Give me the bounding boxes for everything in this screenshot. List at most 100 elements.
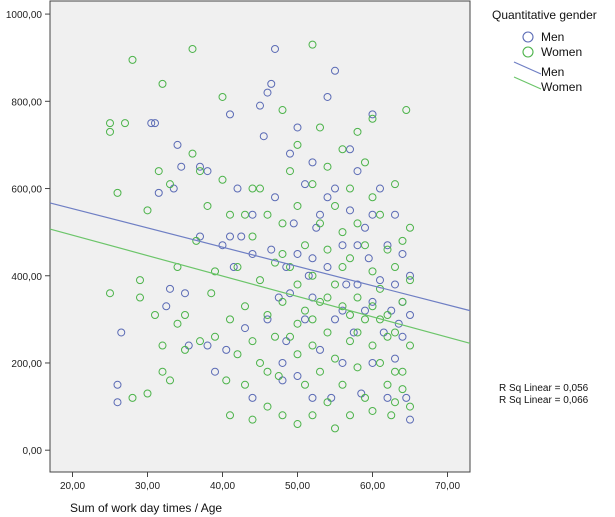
point-women: [241, 210, 249, 219]
point-women: [218, 92, 227, 101]
point-men: [316, 210, 324, 219]
point-women: [338, 380, 347, 389]
point-women: [263, 311, 272, 319]
point-women: [226, 210, 234, 219]
point-women: [106, 289, 114, 298]
point-men: [353, 280, 362, 289]
point-women: [391, 367, 399, 376]
point-women: [368, 302, 377, 311]
point-men: [406, 311, 414, 319]
point-women: [226, 315, 234, 324]
point-men: [346, 206, 354, 215]
point-women: [271, 258, 279, 267]
point-men: [338, 358, 347, 367]
point-women: [323, 328, 332, 337]
point-women: [368, 406, 377, 415]
point-women: [301, 380, 309, 389]
point-women: [383, 311, 392, 319]
point-women: [293, 420, 302, 429]
point-women: [323, 398, 332, 407]
point-women: [338, 228, 347, 237]
point-men: [361, 306, 369, 315]
point-men: [162, 302, 171, 311]
point-men: [293, 372, 302, 381]
point-women: [331, 280, 339, 289]
point-women: [361, 315, 369, 324]
point-women: [308, 271, 317, 280]
point-men: [342, 280, 351, 289]
point-women: [143, 389, 152, 398]
point-men: [398, 332, 407, 341]
point-women: [368, 341, 377, 350]
point-women: [376, 210, 384, 219]
fit-line-women: [49, 228, 471, 344]
point-men: [316, 345, 324, 354]
point-women: [286, 167, 294, 176]
point-men: [222, 345, 231, 354]
legend-line-men: [513, 61, 542, 75]
x-tick-label: 60,00: [360, 481, 385, 492]
point-women: [233, 263, 242, 272]
point-women: [308, 315, 317, 324]
point-women: [383, 332, 392, 341]
point-women: [346, 337, 354, 346]
point-women: [241, 380, 249, 389]
point-women: [293, 350, 302, 359]
x-axis: 20,00 30,00 40,00 50,00 60,00 70,00: [60, 472, 460, 492]
x-axis-title: Sum of work day times / Age: [70, 501, 222, 515]
point-women: [323, 162, 332, 171]
point-women: [256, 276, 264, 285]
point-women: [106, 119, 114, 128]
point-women: [391, 263, 399, 272]
point-women: [106, 127, 114, 136]
point-men: [286, 149, 294, 158]
point-women: [308, 40, 317, 49]
point-men: [353, 167, 362, 176]
point-women: [368, 193, 377, 202]
point-women: [338, 302, 347, 311]
point-women: [368, 114, 377, 123]
legend-label-women-fit: Women: [541, 80, 582, 94]
point-men: [323, 193, 332, 202]
legend-label-men: Men: [541, 30, 564, 44]
point-women: [278, 219, 287, 228]
point-women: [248, 415, 257, 424]
y-tick-label: 1000,00: [6, 10, 43, 21]
point-men: [293, 249, 302, 258]
point-men: [233, 184, 242, 193]
point-women: [136, 276, 144, 285]
point-women: [278, 297, 287, 306]
point-men: [271, 193, 279, 202]
point-women: [158, 367, 167, 376]
point-women: [181, 311, 189, 319]
point-women: [323, 293, 332, 302]
point-men: [368, 297, 377, 306]
fit-lines: [49, 202, 471, 344]
point-women: [211, 267, 219, 276]
point-men: [229, 263, 238, 272]
point-women: [293, 201, 302, 210]
legend-label-men-fit: Men: [541, 65, 564, 79]
point-women: [361, 241, 369, 250]
point-women: [241, 302, 249, 311]
point-women: [143, 206, 152, 215]
point-women: [274, 372, 283, 381]
point-men: [241, 324, 249, 333]
y-axis: 0,00 200,00 400,00 600,00 800,00 1000,00: [6, 10, 50, 457]
point-men: [376, 276, 384, 285]
x-tick-label: 50,00: [285, 481, 310, 492]
point-women: [323, 245, 332, 254]
point-men: [259, 132, 268, 141]
point-men: [211, 367, 219, 376]
point-men: [338, 306, 347, 315]
point-women: [331, 354, 339, 363]
point-women: [158, 79, 167, 88]
point-men: [267, 79, 276, 88]
point-men: [391, 210, 399, 219]
point-women: [383, 245, 392, 254]
point-men: [391, 280, 399, 289]
point-women: [263, 210, 272, 219]
point-women: [151, 311, 159, 319]
point-men: [267, 245, 276, 254]
